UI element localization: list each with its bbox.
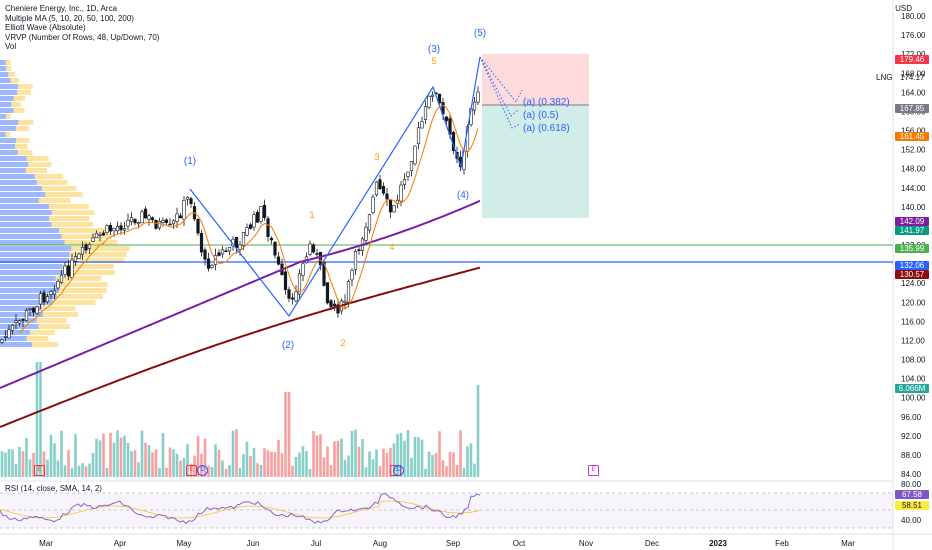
chart-legend: Cheniere Energy, Inc., 1D, Arca Multiple… xyxy=(5,4,159,52)
price-tick-label: 120.00 xyxy=(901,298,926,307)
time-tick-label: Aug xyxy=(373,539,387,548)
time-axis[interactable]: Mar Apr May Jun Jul Aug Sep Oct Nov Dec 2023 Feb Mar xyxy=(39,539,855,548)
wave-label-5: (5) xyxy=(474,28,486,39)
price-tag: 141.97 xyxy=(895,226,929,235)
legend-ma[interactable]: Multiple MA (5, 10, 20, 50, 100, 200) xyxy=(5,13,134,23)
price-tag: 132.06 xyxy=(895,261,929,270)
subwave-label-4: 4 xyxy=(389,242,394,252)
price-tick-label: 88.00 xyxy=(901,451,922,460)
dividend-icon[interactable]: D xyxy=(393,465,404,476)
rsi-tick-label: 40.00 xyxy=(901,516,922,525)
time-tick-label: Mar xyxy=(841,539,855,548)
price-tick-label: 116.00 xyxy=(901,317,925,326)
price-tick-label: 176.00 xyxy=(901,31,926,40)
price-tick-label: 144.00 xyxy=(901,184,926,193)
ma-100-line[interactable] xyxy=(0,199,481,389)
legend-title[interactable]: Cheniere Energy, Inc., 1D, Arca xyxy=(5,4,117,13)
time-tick-label: Sep xyxy=(446,539,461,548)
symbol-price: 174.17 xyxy=(900,73,925,82)
price-tag: 161.45 xyxy=(895,132,929,141)
legend-vrvp[interactable]: VRVP (Number Of Rows, 48, Up/Down, 70) xyxy=(5,32,160,42)
time-tick-label: Dec xyxy=(645,539,659,548)
price-tag: 179.46 xyxy=(895,55,929,64)
price-tick-label: 92.00 xyxy=(901,432,922,441)
stop-loss-zone[interactable] xyxy=(482,54,589,105)
price-tag: 135.99 xyxy=(895,244,929,253)
rsi-band xyxy=(0,493,893,528)
time-tick-label: Nov xyxy=(579,539,593,548)
currency-label[interactable]: USD xyxy=(895,4,912,13)
price-tick-label: 180.00 xyxy=(901,12,926,21)
subwave-label-3: 3 xyxy=(374,152,379,162)
wave-label-1: (1) xyxy=(184,156,196,167)
price-tick-label: 168.00 xyxy=(901,69,926,78)
rsi-sma-tag: 58.51 xyxy=(895,501,929,510)
wave-label-4: (4) xyxy=(457,190,469,201)
projection-618 xyxy=(479,56,521,129)
price-tick-label: 96.00 xyxy=(901,413,922,422)
subwave-label-2: 2 xyxy=(340,338,345,348)
ma-200-line[interactable] xyxy=(0,266,481,428)
symbol-ticker: LNG xyxy=(876,73,893,82)
price-tick-label: 100.00 xyxy=(901,394,926,403)
time-tick-label: Oct xyxy=(513,539,526,548)
price-tick-label: 108.00 xyxy=(901,356,926,365)
price-tag: 6.066M xyxy=(895,384,929,393)
projection-500 xyxy=(479,56,519,117)
volume-bars xyxy=(0,362,480,477)
time-tick-label: Apr xyxy=(114,539,127,548)
rsi-tick-label: 80.00 xyxy=(901,480,922,489)
candlesticks xyxy=(0,86,480,345)
time-tick-label: Mar xyxy=(39,539,53,548)
rsi-axis[interactable]: 80.00 40.00 xyxy=(901,480,922,525)
wave-label-2: (2) xyxy=(282,340,294,351)
time-tick-label: Jul xyxy=(311,539,321,548)
rsi-line[interactable] xyxy=(0,492,481,525)
time-tick-label: May xyxy=(176,539,191,548)
take-profit-zone[interactable] xyxy=(482,105,589,218)
rsi-sma-line[interactable] xyxy=(0,500,481,519)
subwave-label-5: 5 xyxy=(431,56,436,66)
price-tick-label: 112.00 xyxy=(901,336,925,345)
target-label-618: (a) (0.618) xyxy=(523,123,570,134)
earnings-icon[interactable]: E xyxy=(588,465,599,476)
time-tick-label: Feb xyxy=(775,539,789,548)
subwave-label-1: 1 xyxy=(309,210,314,220)
price-tag: 142.09 xyxy=(895,217,929,226)
price-tick-label: 152.00 xyxy=(901,146,926,155)
price-tick-label: 156.00 xyxy=(901,127,926,136)
earnings-icon[interactable]: E xyxy=(186,465,197,476)
price-tag: 167.85 xyxy=(895,104,929,113)
target-label-500: (a) (0.5) xyxy=(523,110,559,121)
projection-382 xyxy=(479,56,523,103)
time-tick-label: Jun xyxy=(247,539,260,548)
time-tick-label: 2023 xyxy=(709,539,727,548)
price-tag: 130.57 xyxy=(895,270,929,279)
volume-profile xyxy=(0,60,130,347)
wave-label-3: (3) xyxy=(428,44,440,55)
price-tick-label: 140.00 xyxy=(901,203,926,212)
rsi-legend[interactable]: RSI (14, close, SMA, 14, 2) xyxy=(5,484,102,493)
elliott-wave-lines[interactable] xyxy=(189,56,481,318)
price-tick-label: 84.00 xyxy=(901,470,922,479)
price-tick-label: 172.00 xyxy=(901,50,926,59)
legend-vol[interactable]: Vol xyxy=(5,42,17,52)
price-tick-label: 104.00 xyxy=(901,375,926,384)
target-label-382: (a) (0.382) xyxy=(523,97,570,108)
rsi-value-tag: 67.58 xyxy=(895,490,929,499)
legend-elliott[interactable]: Elliott Wave (Absolute) xyxy=(5,23,86,33)
earnings-icon[interactable]: E xyxy=(34,465,45,476)
price-tick-label: 164.00 xyxy=(901,88,926,97)
price-tick-label: 148.00 xyxy=(901,165,926,174)
ma-20-line[interactable] xyxy=(19,104,479,334)
price-tick-label: 124.00 xyxy=(901,279,926,288)
dividend-icon[interactable]: D xyxy=(197,465,208,476)
